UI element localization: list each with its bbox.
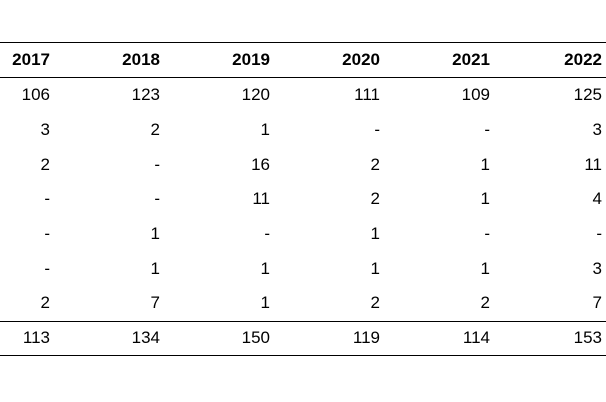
table-cell: 2 [370,189,380,209]
table-row: - - 11 2 1 4 [0,182,606,217]
header-cell: 2019 [164,42,274,78]
total-cell: 150 [164,320,274,356]
table-cell: 106 [21,85,50,105]
table-row: 2-16 2 1 11 [0,147,606,182]
table-cell: 7 [592,293,602,313]
header-cell: 2021 [384,42,494,78]
table-cell: 1 [150,224,160,244]
table-cell: - [44,224,50,244]
table-cell: - [596,224,602,244]
table-cell: - [44,258,50,278]
table-cell: 3 [592,258,602,278]
total-cell: 114 [384,320,494,356]
table-cell: 120 [241,85,270,105]
table-cell: 2 [370,154,380,174]
table-cell: - [154,154,160,174]
table-cell: 1 [480,258,490,278]
table-cell: 2 [150,120,160,140]
table-cell: 16 [251,154,270,174]
table-cell: 123 [131,85,160,105]
header-row: 2017 2018 2019 2020 2021 2022 [0,42,606,78]
table-cell: 1 [150,258,160,278]
total-cell: 119 [274,320,384,356]
table-cell: 1 [480,154,490,174]
table-cell: 7 [150,293,160,313]
total-row: 113 134 150 119 114 153 [0,320,606,356]
table-cell: 2 [370,293,380,313]
table-row: 3 2 1 - - 3 [0,113,606,148]
header-cell: 2018 [54,42,164,78]
total-cell: 134 [54,320,164,356]
table-row: 106 123 120 111 109 125 [0,78,606,113]
header-cell: 2022 [494,42,606,78]
table-cell: - [154,189,160,209]
table-cell: 1 [370,224,380,244]
table-cell: 125 [573,85,602,105]
total-cell: 153 [494,320,606,356]
table-footer: 113 134 150 119 114 153 [0,320,606,356]
table-cell: 111 [354,85,380,105]
table-cell: 2 [40,154,50,174]
data-table: 2017 2018 2019 2020 2021 2022 106 123 120 111 109… [0,42,606,356]
table-cell: - [44,189,50,209]
table-cell: 3 [592,120,602,140]
table-cell: 1 [260,293,270,313]
header-cell: 2017 [0,42,54,78]
table-cell: 11 [252,189,270,209]
table-cell: 11 [584,154,602,174]
table-header: 2017 2018 2019 2020 2021 2022 [0,42,606,78]
table-cell: 109 [461,85,490,105]
table-cell: 1 [370,258,380,278]
table-cell: 1 [260,258,270,278]
table-row: - 1 - 1 - - [0,217,606,252]
table-cell: - [484,120,490,140]
table-cell: 4 [592,189,602,209]
header-cell: 2020 [274,42,384,78]
table-cell: - [374,120,380,140]
table-body: 106 123 120 111 109 125 3 2 1- -3 2-16 2 1 11- -11 2 1 4-… [0,78,606,322]
table-row: - 1 1 1 1 3 [0,251,606,286]
total-cell: 113 [0,320,54,356]
table-cell: 1 [480,189,490,209]
table-cell: 2 [480,293,490,313]
table-cell: 3 [40,120,50,140]
table-cell: - [264,224,270,244]
table-cell: 1 [260,120,270,140]
table-cell: - [484,224,490,244]
table-cell: 2 [40,293,50,313]
